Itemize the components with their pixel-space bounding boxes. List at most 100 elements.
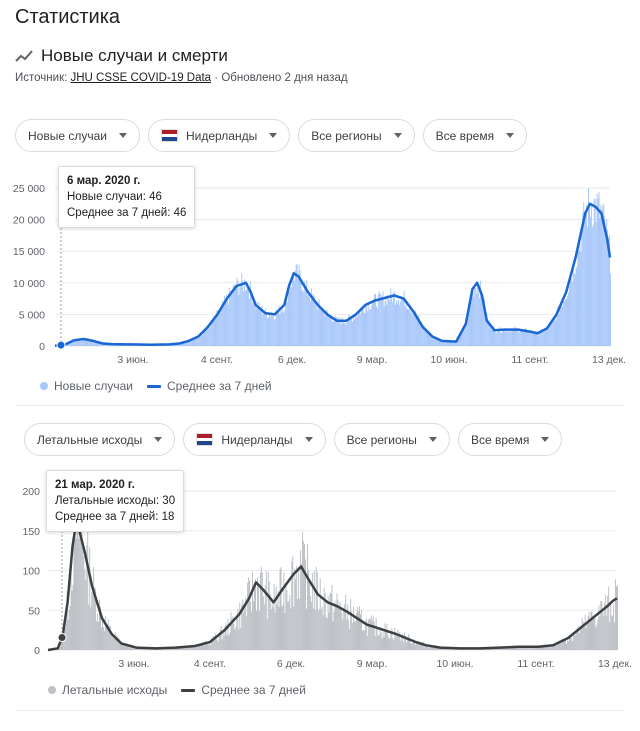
daily-bar (556, 641, 558, 650)
daily-bar (183, 342, 184, 346)
daily-bar (392, 302, 394, 346)
daily-bar (566, 640, 568, 650)
daily-bar (192, 647, 194, 650)
daily-bar (184, 646, 186, 650)
daily-bar (132, 646, 134, 650)
daily-bar (478, 291, 480, 346)
daily-bar (122, 643, 124, 650)
daily-bar (424, 330, 426, 346)
daily-bar (99, 607, 101, 650)
region-dropdown[interactable]: Все регионы (298, 119, 415, 152)
daily-bar (93, 566, 95, 650)
daily-bar (220, 625, 222, 650)
daily-bar (337, 321, 339, 346)
daily-bar (395, 634, 397, 650)
daily-bar (365, 618, 367, 650)
region-dropdown-label: Все регионы (346, 432, 417, 447)
daily-bar (318, 299, 320, 346)
daily-bar (188, 341, 190, 346)
daily-bar (332, 621, 334, 650)
daily-bar (510, 329, 512, 346)
daily-bar (327, 311, 329, 346)
daily-bar (338, 607, 340, 650)
daily-bar (521, 330, 523, 346)
daily-bar (340, 608, 342, 650)
daily-bar (445, 341, 447, 346)
daily-bar (271, 313, 273, 346)
daily-bar (491, 330, 493, 346)
daily-bar (377, 294, 379, 346)
daily-bar (519, 647, 521, 650)
daily-bar (460, 335, 461, 346)
daily-bar (200, 643, 202, 650)
daily-bar (119, 640, 121, 650)
daily-bar (540, 330, 542, 346)
daily-bar (81, 339, 83, 346)
deaths-chart[interactable]: 0 50 100 150 200 3 июн. 4 сент. 6 дек. 9 мар. 10 … (0, 475, 640, 675)
daily-bar (314, 304, 316, 346)
daily-bar (311, 572, 313, 650)
x-tick-label: 6 дек. (278, 354, 306, 366)
daily-bar (382, 291, 384, 346)
daily-bar (410, 643, 412, 650)
daily-bar (605, 234, 607, 346)
daily-bar (117, 638, 119, 650)
metric-dropdown[interactable]: Летальные исходы (24, 423, 176, 456)
daily-bar (189, 340, 191, 346)
daily-bar (461, 328, 463, 346)
daily-bar (247, 284, 248, 346)
daily-bar (408, 310, 410, 346)
daily-bar (437, 648, 439, 650)
daily-bar (405, 303, 407, 346)
daily-bar (306, 543, 308, 650)
daily-bar (364, 313, 366, 346)
daily-bar (286, 291, 288, 346)
daily-bar (372, 302, 374, 346)
deaths-filters: Летальные исходы Нидерланды Все регионы … (24, 423, 563, 456)
daily-bar (520, 646, 522, 650)
daily-bar (303, 292, 305, 346)
period-dropdown[interactable]: Все время (457, 423, 563, 456)
daily-bar (283, 312, 285, 346)
daily-bar (560, 306, 562, 346)
x-tick-label: 3 июн. (117, 354, 148, 366)
country-dropdown[interactable]: Нидерланды (147, 119, 291, 152)
region-dropdown[interactable]: Все регионы (333, 423, 450, 456)
daily-bar (518, 647, 520, 650)
period-dropdown[interactable]: Все время (422, 119, 528, 152)
daily-bar (200, 335, 202, 346)
daily-bar (339, 601, 341, 650)
daily-bar (358, 310, 360, 346)
daily-bar (525, 328, 527, 346)
daily-bar (507, 647, 509, 650)
daily-bar (558, 641, 560, 650)
daily-bar (230, 612, 232, 650)
daily-bar (106, 625, 108, 650)
daily-bar (561, 642, 563, 650)
daily-bar (329, 315, 331, 346)
daily-bar (444, 340, 446, 346)
daily-bar (384, 623, 386, 650)
country-dropdown[interactable]: Нидерланды (183, 423, 326, 456)
daily-bar (609, 621, 611, 650)
daily-bar (338, 317, 340, 346)
daily-bar (354, 315, 356, 346)
metric-dropdown[interactable]: Новые случаи (15, 119, 140, 152)
daily-bar (362, 630, 364, 650)
cases-chart[interactable]: 0 5 000 10 000 15 000 20 000 25 000 3 июн. 4 се… (0, 170, 640, 370)
daily-bar (516, 646, 518, 650)
daily-bar (260, 567, 262, 650)
daily-bar (326, 618, 328, 650)
daily-bar (244, 606, 246, 650)
netherlands-flag-icon (160, 129, 178, 142)
daily-bar (561, 305, 563, 346)
daily-bar (523, 329, 525, 346)
daily-bar (82, 541, 84, 650)
daily-bar (273, 319, 275, 346)
daily-bar (70, 569, 72, 650)
daily-bar (547, 326, 549, 346)
source-link[interactable]: JHU CSSE COVID-19 Data (70, 72, 212, 84)
daily-bar (440, 648, 442, 650)
daily-bar (470, 297, 472, 346)
daily-bar (411, 311, 413, 346)
